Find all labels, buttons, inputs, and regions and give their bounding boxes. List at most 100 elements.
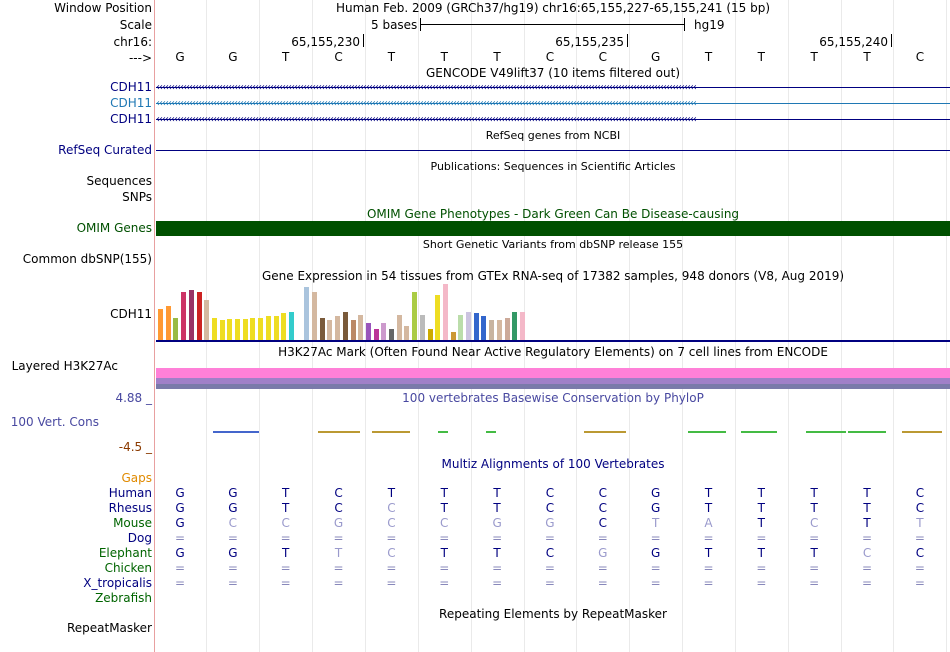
snps-track-label[interactable]: SNPs	[122, 190, 152, 204]
gencode-track-label-2[interactable]: CDH11	[110, 96, 152, 110]
vert-cons-track-label[interactable]: 100 Vert. Cons	[10, 415, 99, 429]
gtex-tissue-bar[interactable]	[304, 287, 310, 340]
gtex-tissue-bar[interactable]	[396, 315, 402, 340]
species-label-rhesus[interactable]: Rhesus	[108, 501, 152, 515]
gtex-tissue-bar[interactable]	[419, 315, 425, 340]
refseq-gene-line[interactable]	[156, 150, 950, 151]
gtex-tissue-bar[interactable]	[442, 284, 448, 340]
gencode-gene-2[interactable]: ‹‹‹‹‹‹‹‹‹‹‹‹‹‹‹‹‹‹‹‹‹‹‹‹‹‹‹‹‹‹‹‹‹‹‹‹‹‹‹‹…	[156, 97, 950, 111]
alignment-base: C	[598, 501, 607, 515]
gaps-label[interactable]: Gaps	[121, 471, 152, 485]
gtex-tissue-bar[interactable]	[373, 329, 379, 340]
gtex-tissue-bar[interactable]	[227, 319, 233, 340]
browser-image[interactable]: Human Feb. 2009 (GRCh37/hg19) chr16:65,1…	[156, 0, 950, 652]
gtex-tissue-bar[interactable]	[211, 318, 217, 340]
window-position-label[interactable]: Window Position	[54, 1, 152, 15]
gencode-gene-3[interactable]: ‹‹‹‹‹‹‹‹‹‹‹‹‹‹‹‹‹‹‹‹‹‹‹‹‹‹‹‹‹‹‹‹‹‹‹‹‹‹‹‹…	[156, 113, 950, 127]
phylop-mark	[902, 431, 942, 433]
species-label-mouse[interactable]: Mouse	[113, 516, 152, 530]
alignment-base: T	[704, 546, 713, 560]
coordinate-tick	[363, 34, 364, 47]
gtex-tissue-bar[interactable]	[173, 318, 179, 340]
gtex-tissue-bar[interactable]	[235, 319, 240, 340]
gtex-tissue-bar[interactable]	[481, 316, 487, 340]
gtex-tissue-bar[interactable]	[358, 315, 364, 340]
h3k27ac-signal-pink[interactable]	[156, 368, 950, 378]
gtex-tissue-bar[interactable]	[504, 318, 510, 340]
gtex-tissue-bar[interactable]	[466, 312, 471, 340]
phylop-mark	[318, 431, 360, 433]
species-label-x_tropicalis[interactable]: X_tropicalis	[83, 576, 152, 590]
gtex-tissue-bar[interactable]	[404, 326, 410, 340]
gtex-tissue-bar[interactable]	[435, 295, 441, 340]
alignment-base: =	[862, 531, 873, 545]
alignment-base: =	[544, 576, 555, 590]
alignment-base: =	[809, 561, 820, 575]
sequences-track-label[interactable]: Sequences	[86, 174, 152, 188]
gtex-tissue-bar[interactable]	[412, 292, 418, 340]
dbsnp-track-label[interactable]: Common dbSNP(155)	[22, 252, 152, 266]
omim-phenotype-bar[interactable]	[156, 221, 950, 236]
strand-chevrons: ‹‹‹‹‹‹‹‹‹‹‹‹‹‹‹‹‹‹‹‹‹‹‹‹‹‹‹‹‹‹‹‹‹‹‹‹‹‹‹‹…	[156, 82, 697, 93]
gtex-tissue-bar[interactable]	[473, 313, 479, 340]
scale-label[interactable]: Scale	[119, 18, 152, 32]
gtex-tissue-bar[interactable]	[342, 312, 348, 340]
omim-track-label[interactable]: OMIM Genes	[76, 221, 152, 235]
species-label-dog[interactable]: Dog	[127, 531, 152, 545]
gtex-tissue-bar[interactable]	[288, 312, 294, 340]
gtex-tissue-bar[interactable]	[242, 319, 248, 340]
gencode-gene-1[interactable]: ‹‹‹‹‹‹‹‹‹‹‹‹‹‹‹‹‹‹‹‹‹‹‹‹‹‹‹‹‹‹‹‹‹‹‹‹‹‹‹‹…	[156, 81, 950, 95]
gtex-expression-bars[interactable]	[156, 284, 536, 340]
gtex-tissue-bar[interactable]	[327, 320, 333, 340]
phylop-mark	[438, 431, 448, 433]
gtex-tissue-bar[interactable]	[281, 313, 287, 340]
gencode-track-label-1[interactable]: CDH11	[110, 80, 152, 94]
gtex-tissue-bar[interactable]	[381, 323, 387, 340]
gtex-tissue-bar[interactable]	[265, 316, 271, 340]
alignment-base: T	[282, 546, 290, 560]
gtex-tissue-bar[interactable]	[158, 309, 163, 340]
gtex-tissue-bar[interactable]	[196, 292, 202, 340]
alignment-base: T	[810, 501, 818, 515]
h3k27ac-track-label[interactable]: Layered H3K27Ac	[11, 359, 118, 373]
h3k27ac-signal-purple[interactable]	[156, 378, 950, 384]
gtex-tissue-bar[interactable]	[496, 320, 502, 340]
chrom-label[interactable]: chr16:	[113, 35, 152, 49]
species-label-zebrafish[interactable]: Zebrafish	[95, 591, 152, 605]
gtex-tissue-bar[interactable]	[250, 318, 256, 340]
alignment-base: =	[809, 531, 820, 545]
gtex-tissue-bar[interactable]	[219, 320, 225, 340]
gtex-tissue-bar[interactable]	[427, 329, 433, 340]
gtex-tissue-bar[interactable]	[258, 318, 264, 340]
species-label-human[interactable]: Human	[108, 486, 152, 500]
phylop-signal[interactable]	[156, 420, 950, 440]
species-label-elephant[interactable]: Elephant	[98, 546, 152, 560]
refseq-track-label[interactable]: RefSeq Curated	[58, 143, 152, 157]
alignment-base: C	[545, 501, 555, 515]
gtex-tissue-bar[interactable]	[519, 312, 525, 340]
h3k27ac-signal-blue[interactable]	[156, 384, 950, 389]
gtex-tissue-bar[interactable]	[489, 320, 495, 340]
alignment-base: =	[703, 576, 714, 590]
alignment-base: =	[862, 576, 873, 590]
gtex-tissue-bar[interactable]	[181, 292, 187, 340]
gtex-track-label[interactable]: CDH11	[110, 307, 152, 321]
species-label-chicken[interactable]: Chicken	[104, 561, 152, 575]
alignment-base: T	[704, 486, 713, 500]
gtex-tissue-bar[interactable]	[350, 320, 356, 340]
gtex-tissue-bar[interactable]	[188, 290, 194, 340]
gtex-tissue-bar[interactable]	[204, 300, 210, 340]
gtex-tissue-bar[interactable]	[335, 316, 341, 340]
gtex-tissue-bar[interactable]	[365, 323, 371, 340]
repeatmasker-track-label[interactable]: RepeatMasker	[66, 621, 152, 635]
gtex-tissue-bar[interactable]	[450, 332, 456, 340]
gtex-tissue-bar[interactable]	[319, 318, 325, 340]
gtex-tissue-bar[interactable]	[312, 292, 317, 340]
gtex-tissue-bar[interactable]	[273, 316, 279, 340]
gencode-track-label-3[interactable]: CDH11	[110, 112, 152, 126]
gtex-tissue-bar[interactable]	[389, 329, 394, 340]
gtex-tissue-bar[interactable]	[165, 306, 171, 340]
phylop-min-label: -4.5 _	[118, 440, 152, 454]
gtex-tissue-bar[interactable]	[458, 315, 464, 340]
gtex-tissue-bar[interactable]	[512, 312, 518, 340]
